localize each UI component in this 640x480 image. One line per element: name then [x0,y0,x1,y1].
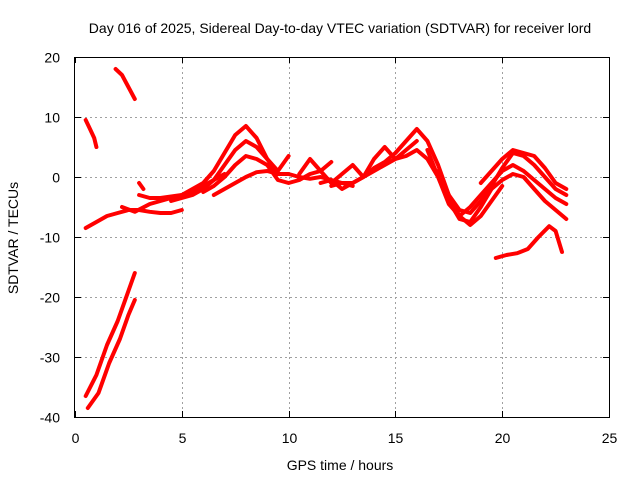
series-arc-4 [85,298,137,410]
y-tick-label: -10 [40,230,60,246]
x-tick-label: 5 [179,430,187,446]
chart-title: Day 016 of 2025, Sidereal Day-to-day VTE… [89,20,591,36]
x-tick-label: 25 [602,430,618,446]
series-arc-19 [493,224,564,260]
y-tick-label: 0 [52,170,60,186]
series-arc-6 [120,172,227,214]
x-tick-label: 15 [388,430,404,446]
y-tick-label: -20 [40,290,60,306]
y-tick-label: 10 [44,110,60,126]
series-arc-17 [478,148,569,191]
y-tick-label: 20 [44,50,60,66]
series-arc-10 [201,154,334,194]
series-arc-2 [113,67,137,101]
series-arc-8 [137,181,146,191]
x-tick-label: 10 [282,430,298,446]
y-tick-label: -40 [40,410,60,426]
plot-frame [74,57,610,418]
x-tick-label: 0 [72,430,80,446]
series-arc-9 [169,139,291,203]
tick-layer: 0 5 10 15 20 25 -40 -30 -20 -10 0 10 20 [40,50,618,447]
series-arc-16 [436,151,569,215]
y-axis-title: SDTVAR / TECUs [5,182,21,294]
x-tick-label: 20 [495,430,511,446]
series-arc-3 [83,271,137,398]
y-tick-label: -30 [40,350,60,366]
series-arc-7 [137,124,280,200]
series-arc-18 [489,172,569,221]
x-axis-title: GPS time / hours [287,457,394,473]
series-arc-14 [329,127,505,227]
series-layer [83,67,569,410]
grid-layer [75,57,609,417]
series-arc-1 [83,118,99,149]
